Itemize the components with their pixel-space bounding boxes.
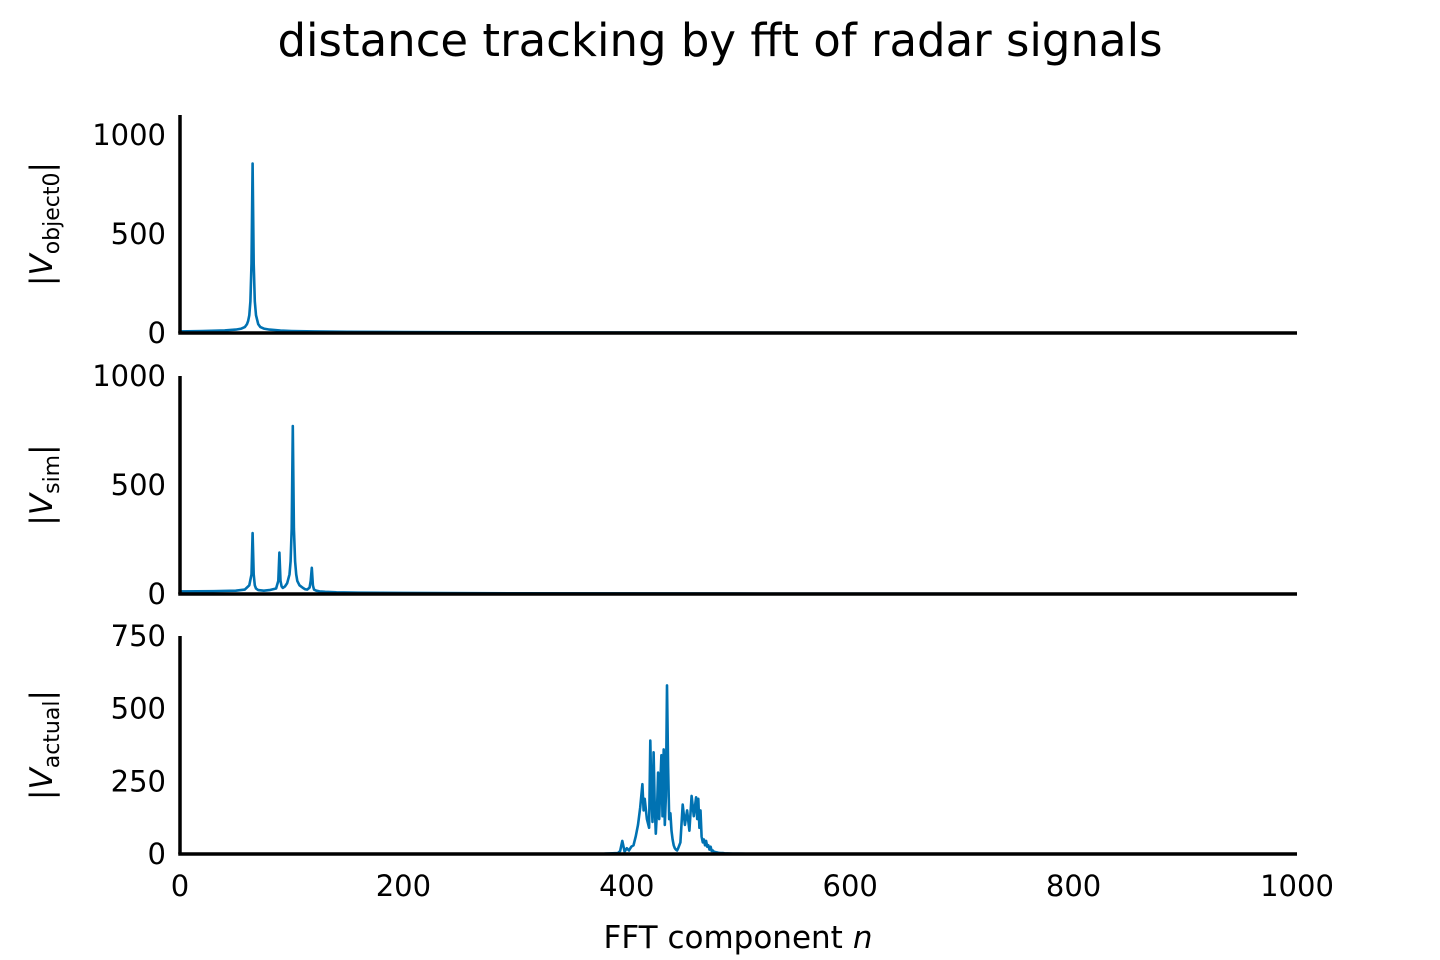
y-tick-label: 1000: [92, 118, 166, 152]
y-tick-label: 750: [111, 619, 166, 653]
y-label-subscript: sim: [40, 455, 65, 494]
y-tick-label: 250: [111, 764, 166, 798]
chart-title: distance tracking by fft of radar signal…: [277, 14, 1162, 67]
y-axis-label-1: |Vsim|: [24, 444, 65, 525]
y-label-subscript: object0: [40, 172, 65, 254]
series-line-2: [180, 684, 1297, 856]
x-tick-label: 400: [599, 869, 654, 903]
y-tick-label: 0: [148, 316, 166, 350]
y-tick-label: 500: [111, 217, 166, 251]
x-axis-ticks: 0 200 400 600 800 1000: [171, 869, 1334, 903]
y-label-variable: V: [24, 765, 60, 789]
y-tick-label: 0: [148, 837, 166, 871]
x-tick-label: 0: [171, 869, 189, 903]
x-tick-label: 800: [1046, 869, 1101, 903]
y-axis-label-0: |Vobject0|: [24, 162, 65, 286]
y-label-variable: V: [24, 252, 60, 276]
subplots: 05001000|Vobject0|05001000|Vsim|02505007…: [24, 115, 1297, 871]
y-label-subscript: actual: [40, 701, 65, 769]
y-tick-label: 500: [111, 692, 166, 726]
y-label-variable: V: [24, 491, 60, 515]
series-line-0: [179, 162, 1297, 335]
x-axis-label-text: FFT component: [604, 920, 843, 956]
x-axis-label-variable: n: [853, 920, 873, 956]
x-tick-label: 200: [376, 869, 431, 903]
x-tick-label: 600: [823, 869, 878, 903]
y-axis-label-2: |Vactual|: [24, 690, 65, 800]
y-label-bar-right: |: [24, 690, 60, 700]
series-line-1: [179, 424, 1297, 596]
y-label-bar-left: |: [24, 515, 60, 525]
y-label-bar-right: |: [24, 444, 60, 454]
y-tick-label: 500: [111, 468, 166, 502]
y-tick-label: 0: [148, 577, 166, 611]
x-axis-label: FFT component n: [604, 920, 873, 956]
y-tick-label: 1000: [92, 359, 166, 393]
y-label-bar-left: |: [24, 276, 60, 286]
y-label-bar-left: |: [24, 789, 60, 799]
x-tick-label: 1000: [1260, 869, 1334, 903]
y-label-bar-right: |: [24, 162, 60, 172]
